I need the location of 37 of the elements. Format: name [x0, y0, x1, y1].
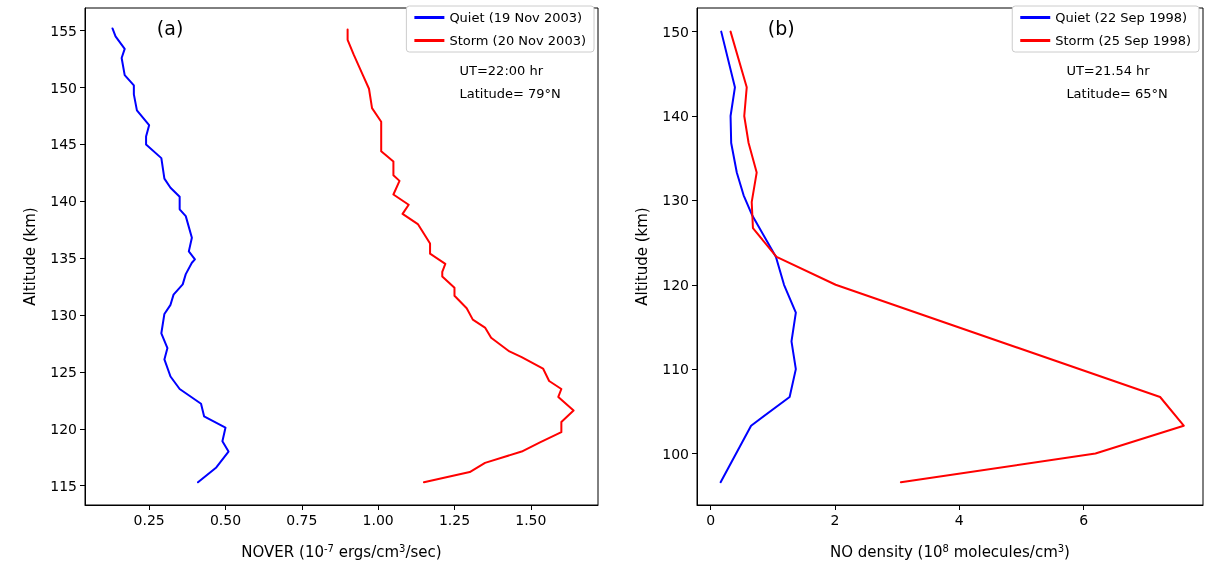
x-tick-label: 0.25	[133, 512, 165, 528]
y-tick-label: 150	[50, 79, 77, 96]
y-tick-label: 145	[50, 136, 77, 153]
x-tick-label: 1.00	[362, 512, 394, 528]
legend-label: Quiet (22 Sep 1998)	[1055, 10, 1188, 25]
y-tick-label: 140	[662, 108, 689, 125]
y-tick-label: 130	[50, 307, 77, 324]
y-axis-title: Altitude (km)	[20, 207, 39, 306]
y-tick-label: 150	[662, 23, 689, 40]
y-tick-label: 100	[662, 445, 689, 462]
x-tick-label: 1.25	[438, 512, 471, 528]
legend-label: Storm (20 Nov 2003)	[449, 33, 586, 48]
annotation: (b)	[767, 16, 795, 39]
y-tick-label: 135	[50, 250, 77, 267]
y-tick-label: 125	[50, 363, 77, 380]
x-tick-label: 6	[1079, 512, 1089, 528]
legend-label: Quiet (19 Nov 2003)	[449, 10, 583, 25]
x-tick-label: 0	[706, 512, 716, 528]
y-tick-label: 110	[662, 361, 689, 378]
y-tick-label: 120	[50, 420, 77, 437]
annotation: Latitude= 79°N	[459, 86, 561, 101]
x-tick-label: 0.75	[286, 512, 318, 528]
y-tick-label: 115	[50, 477, 77, 494]
y-tick-label: 130	[662, 192, 689, 209]
annotation: Latitude= 65°N	[1066, 86, 1168, 101]
annotation: (a)	[156, 16, 184, 39]
y-tick-label: 140	[50, 193, 77, 210]
y-axis-title: Altitude (km)	[632, 207, 651, 306]
x-tick-label: 4	[954, 512, 964, 528]
annotation: UT=21.54 hr	[1066, 63, 1151, 78]
legend-label: Storm (25 Sep 1998)	[1055, 33, 1192, 48]
annotation: UT=22:00 hr	[459, 63, 544, 78]
x-tick-label: 0.50	[209, 512, 242, 528]
x-tick-label: 2	[830, 512, 840, 528]
y-tick-label: 120	[662, 276, 689, 293]
x-tick-label: 1.50	[515, 512, 547, 528]
y-tick-label: 155	[50, 22, 77, 39]
